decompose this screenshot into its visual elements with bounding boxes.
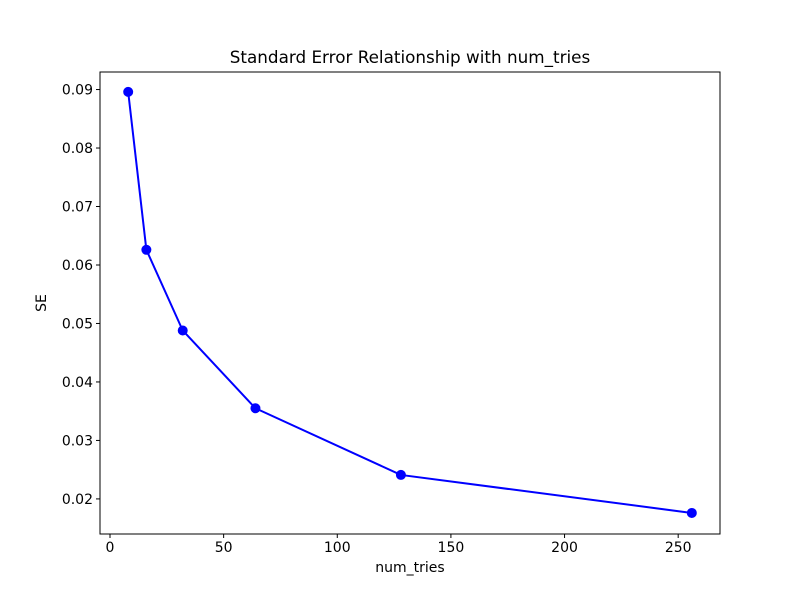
chart-title: Standard Error Relationship with num_tri… bbox=[230, 47, 590, 68]
x-tick-label: 100 bbox=[324, 540, 351, 556]
data-point-marker bbox=[395, 469, 406, 480]
plot-area: 0 50 100 150 200 250 0.02 0.03 0.04 0.05 0.06 0.07 0… bbox=[62, 71, 721, 556]
y-tick-label: 0.08 bbox=[62, 141, 93, 157]
y-tick-label: 0.04 bbox=[62, 375, 93, 391]
x-tick-label: 250 bbox=[665, 540, 692, 556]
data-point-marker bbox=[141, 244, 152, 255]
y-axis-label: SE bbox=[34, 294, 50, 312]
x-tick-label: 200 bbox=[551, 540, 578, 556]
data-point-marker bbox=[123, 86, 134, 97]
y-tick-label: 0.06 bbox=[62, 258, 93, 274]
axes-spines bbox=[99, 71, 721, 535]
y-tick-label: 0.09 bbox=[62, 83, 93, 99]
data-point-marker bbox=[250, 403, 261, 414]
series-line bbox=[127, 90, 693, 514]
data-point-marker bbox=[686, 507, 697, 518]
x-axis-label: num_tries bbox=[375, 560, 444, 576]
data-point-marker bbox=[177, 325, 188, 336]
x-tick-label: 50 bbox=[215, 540, 233, 556]
y-tick-label: 0.07 bbox=[62, 200, 93, 216]
y-tick-label: 0.05 bbox=[62, 316, 93, 332]
x-tick-label: 150 bbox=[438, 540, 465, 556]
x-tick-label: 0 bbox=[106, 540, 115, 556]
y-tick-label: 0.02 bbox=[62, 492, 93, 508]
y-tick-label: 0.03 bbox=[62, 433, 93, 449]
